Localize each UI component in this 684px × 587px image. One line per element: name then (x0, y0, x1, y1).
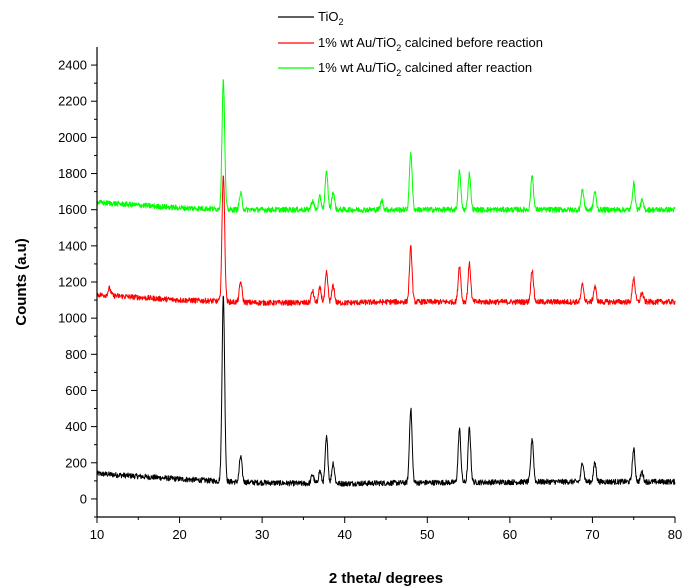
y-tick-label: 800 (65, 347, 87, 362)
x-tick-label: 10 (90, 527, 104, 542)
legend-label-2: 1% wt Au/TiO2 calcined after reaction (318, 60, 532, 78)
y-tick-label: 2400 (58, 58, 87, 73)
y-tick-label: 1200 (58, 275, 87, 290)
legend-label-subscript: 2 (396, 68, 401, 78)
legend-label-1: 1% wt Au/TiO2 calcined before reaction (318, 35, 543, 53)
legend-label-text: calcined before reaction (401, 35, 543, 50)
y-tick-label: 1400 (58, 238, 87, 253)
legend-label-0: TiO2 (318, 9, 343, 27)
legend-label-subscript: 2 (338, 17, 343, 27)
y-tick-label: 1600 (58, 202, 87, 217)
series-line-1 (96, 175, 676, 306)
x-axis-title: 2 theta/ degrees (329, 570, 443, 587)
x-tick-label: 50 (420, 527, 434, 542)
y-tick-label: 2000 (58, 130, 87, 145)
series-line-0 (96, 295, 676, 487)
y-tick-label: 1800 (58, 166, 87, 181)
axes-layer: 10 20 30 40 50 60 70 80020040060080010001200140… (58, 47, 682, 542)
x-tick-label: 60 (503, 527, 517, 542)
legend-label-text: 1% wt Au/TiO (318, 60, 396, 75)
x-tick-label: 40 (337, 527, 351, 542)
legend-label-subscript: 2 (396, 43, 401, 53)
y-tick-label: 1000 (58, 311, 87, 326)
y-tick-label: 600 (65, 383, 87, 398)
y-tick-label: 0 (80, 491, 87, 506)
y-tick-label: 400 (65, 419, 87, 434)
legend-label-text: calcined after reaction (401, 60, 532, 75)
series-layer (96, 79, 676, 487)
y-axis-title: Counts (a.u) (13, 238, 30, 326)
legend-label-text: 1% wt Au/TiO (318, 35, 396, 50)
x-tick-label: 70 (585, 527, 599, 542)
x-tick-label: 30 (255, 527, 269, 542)
x-tick-label: 80 (668, 527, 682, 542)
y-tick-label: 2200 (58, 94, 87, 109)
y-tick-label: 200 (65, 455, 87, 470)
x-tick-label: 20 (172, 527, 186, 542)
legend-label-text: TiO (318, 9, 338, 24)
series-line-2 (96, 79, 676, 213)
